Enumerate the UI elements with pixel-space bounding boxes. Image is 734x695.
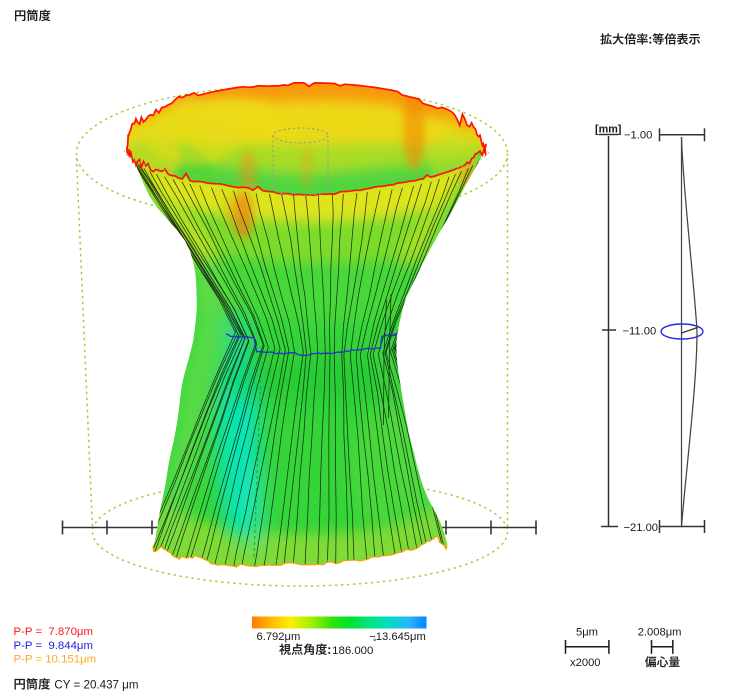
svg-text:−11.00: −11.00	[623, 326, 657, 338]
svg-text:x2000: x2000	[570, 657, 600, 669]
svg-text:2.008μm: 2.008μm	[638, 627, 682, 639]
svg-text:−13.645μm: −13.645μm	[369, 631, 426, 643]
svg-text:P-P = 7.870μm: P-P = 7.870μm	[14, 626, 93, 638]
svg-text:6.792μm: 6.792μm	[257, 631, 301, 643]
svg-text:−21.00: −21.00	[624, 522, 659, 534]
svg-text:[mm]: [mm]	[595, 124, 621, 136]
svg-text:5μm: 5μm	[576, 627, 598, 639]
svg-text:186.000: 186.000	[332, 645, 373, 657]
svg-text:CY = 20.437 μm: CY = 20.437 μm	[54, 679, 138, 692]
svg-text:−1.00: −1.00	[624, 130, 652, 142]
svg-text:P-P = 10.151μm: P-P = 10.151μm	[14, 654, 97, 666]
svg-text:P-P = 9.844μm: P-P = 9.844μm	[14, 640, 93, 652]
svg-text:°: °	[373, 637, 376, 647]
